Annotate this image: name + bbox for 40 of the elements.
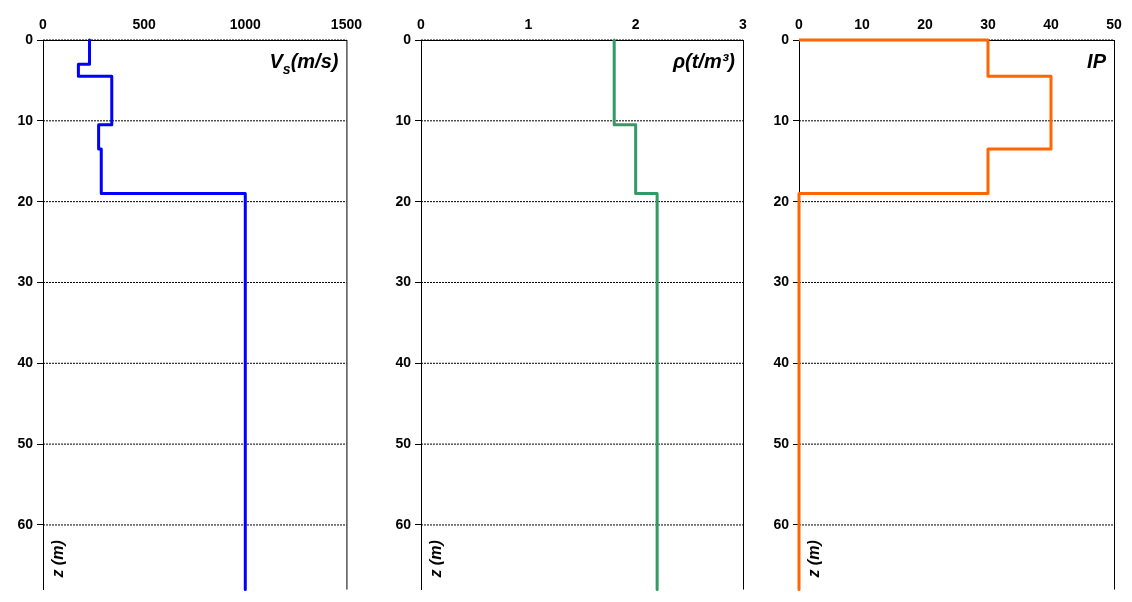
y-tick-label: 20 (773, 192, 790, 209)
y-tick-label: 60 (773, 515, 790, 532)
x-tick-label: 10 (854, 16, 870, 33)
x-tick-label: 0 (417, 16, 426, 33)
y-tick-label: 50 (17, 434, 34, 451)
y-tick-label: 60 (395, 515, 412, 532)
y-tick-label: 0 (781, 30, 790, 47)
x-tick-label: 0 (795, 16, 804, 33)
x-axis-title: IP (1087, 50, 1107, 72)
x-tick-label: 30 (980, 16, 996, 33)
y-tick-label: 50 (395, 434, 412, 451)
y-tick-label: 10 (395, 111, 412, 128)
y-tick-label: 30 (773, 273, 790, 290)
y-axis-title: z (m) (49, 540, 66, 579)
y-tick-label: 20 (395, 192, 412, 209)
y-tick-label: 0 (403, 30, 412, 47)
x-tick-label: 2 (631, 16, 640, 33)
y-axis-title: z (m) (427, 540, 444, 579)
y-tick-label: 10 (17, 111, 34, 128)
x-tick-label: 1000 (229, 16, 262, 33)
x-axis-title: ρ(t/m³) (671, 50, 736, 72)
y-tick-label: 30 (17, 273, 34, 290)
y-tick-label: 60 (17, 515, 34, 532)
y-tick-label: 0 (25, 30, 34, 47)
y-axis-title: z (m) (805, 540, 822, 579)
y-tick-label: 40 (17, 354, 34, 371)
y-tick-label: 50 (773, 434, 790, 451)
y-tick-label: 10 (773, 111, 790, 128)
y-tick-label: 40 (395, 354, 412, 371)
y-tick-label: 20 (17, 192, 34, 209)
x-tick-label: 1 (524, 16, 533, 33)
y-tick-label: 40 (773, 354, 790, 371)
x-tick-label: 0 (39, 16, 48, 33)
y-tick-label: 30 (395, 273, 412, 290)
x-tick-label: 20 (917, 16, 933, 33)
x-tick-label: 1500 (330, 16, 363, 33)
x-tick-label: 500 (132, 16, 157, 33)
x-tick-label: 3 (739, 16, 748, 33)
x-tick-label: 40 (1043, 16, 1059, 33)
x-tick-label: 50 (1106, 16, 1122, 33)
